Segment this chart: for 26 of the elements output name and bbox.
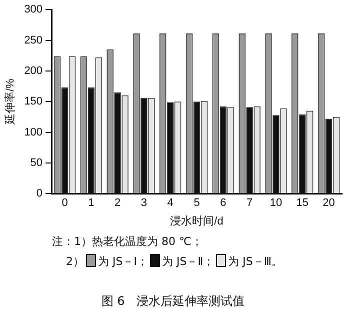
x-tick-label: 5 (194, 197, 200, 210)
x-tick-label: 2 (114, 197, 121, 210)
y-axis-title: 延伸率/% (4, 78, 17, 126)
y-tick-label: 300 (24, 4, 43, 16)
x-tick-label: 10 (270, 197, 282, 210)
legend-label: 为 JS－Ⅱ； (162, 255, 214, 268)
x-tick-label: 6 (220, 197, 226, 210)
x-tick-label: 1 (88, 197, 94, 210)
y-tick-label: 250 (24, 34, 43, 46)
x-tick-label: 7 (246, 197, 253, 210)
legend-label: 为 JS－Ⅰ； (98, 255, 148, 268)
x-tick-label: 20 (322, 197, 335, 210)
x-tick-label: 0 (62, 197, 68, 210)
y-tick-label: 0 (36, 188, 43, 200)
legend-label: 为 JS－Ⅲ。 (228, 255, 282, 268)
y-tick-label: 100 (24, 126, 43, 138)
text: 注：1）热老化温度为 80 ℃； (52, 234, 202, 249)
y-tick-label: 150 (24, 96, 43, 108)
x-tick-label: 15 (296, 197, 309, 210)
legend-title: 2） (66, 255, 84, 268)
text: 图 6 浸水后延伸率测试值 (100, 293, 246, 310)
x-axis-title: 浸水时间/d (170, 214, 224, 228)
x-tick-label: 3 (140, 197, 148, 210)
y-tick-label: 50 (30, 156, 43, 169)
y-tick-label: 200 (24, 64, 43, 77)
x-tick-label: 4 (167, 197, 174, 210)
